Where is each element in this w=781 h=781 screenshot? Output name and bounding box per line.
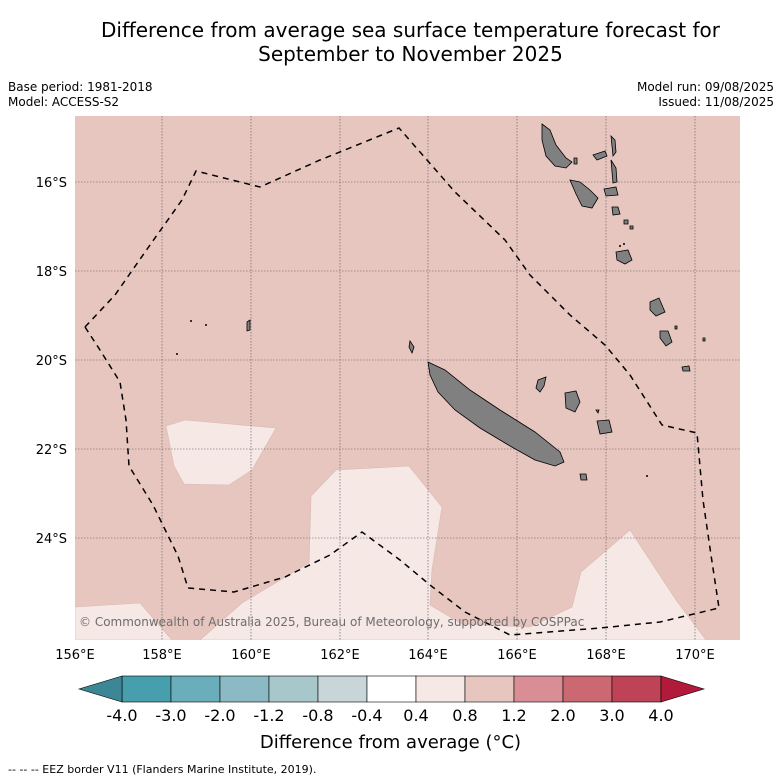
- colorbar-label-2: -2.0: [204, 706, 236, 725]
- lat-tick-labels: 16°S 18°S 20°S 22°S 24°S: [36, 176, 67, 547]
- maewo: [610, 134, 617, 158]
- lon-tick-0: 156°E: [55, 648, 95, 663]
- colorbar-label-8: 1.2: [501, 706, 527, 725]
- lon-tick-4: 164°E: [408, 648, 448, 663]
- colorbar-over-arrow: [660, 675, 706, 703]
- land-masses: [246, 123, 706, 481]
- colorbar-segment-6: [415, 675, 466, 703]
- lat-tick-2: 20°S: [36, 354, 67, 369]
- issued-date: Issued: 11/08/2025: [658, 95, 774, 109]
- lat-tick-1: 18°S: [36, 265, 67, 280]
- colorbar-label-5: -0.4: [351, 706, 383, 725]
- espiritu-santo: [541, 123, 573, 169]
- meta-right: Model run: 09/08/2025 Issued: 11/08/2025: [637, 80, 774, 110]
- epi-island: [611, 206, 621, 216]
- colorbar-segment-1: [170, 675, 221, 703]
- map-title: Difference from average sea surface temp…: [0, 18, 781, 66]
- belep-islands: [408, 339, 415, 355]
- colorbar-segment-3: [268, 675, 319, 703]
- lon-tick-3: 162°E: [320, 648, 360, 663]
- colorbar-segment-4: [317, 675, 368, 703]
- base-period: Base period: 1981-2018: [8, 80, 153, 94]
- gridlines: [75, 116, 740, 640]
- tiga: [595, 409, 600, 414]
- tanna: [659, 330, 673, 347]
- lon-tick-1: 158°E: [142, 648, 182, 663]
- ambae: [592, 150, 608, 161]
- colorbar-label-10: 3.0: [599, 706, 625, 725]
- colorbar-segment-0: [121, 675, 172, 703]
- lat-tick-4: 24°S: [36, 532, 67, 547]
- colorbar-segment-7: [464, 675, 515, 703]
- futuna-vanuatu: [702, 337, 706, 342]
- meta-left: Base period: 1981-2018 Model: ACCESS-S2: [8, 80, 153, 110]
- title-line-2: September to November 2025: [258, 42, 563, 66]
- aniwa: [674, 325, 678, 330]
- eez-footnote: -- -- -- EEZ border V11 (Flanders Marine…: [8, 763, 317, 776]
- lon-tick-7: 170°E: [675, 648, 715, 663]
- lifou: [564, 390, 581, 413]
- colorbar-label-1: -3.0: [155, 706, 187, 725]
- colorbar-label-4: -0.8: [302, 706, 334, 725]
- efate: [615, 249, 633, 265]
- colorbar-segment-9: [562, 675, 613, 703]
- lon-tick-6: 168°E: [586, 648, 626, 663]
- mare: [596, 419, 613, 435]
- malekula: [569, 179, 599, 209]
- anomaly-region-west: [165, 419, 277, 486]
- model-name: Model: ACCESS-S2: [8, 95, 120, 109]
- ambrym: [603, 186, 619, 197]
- lon-tick-5: 166°E: [497, 648, 537, 663]
- colorbar-title: Difference from average (°C): [259, 732, 522, 753]
- malo-island: [573, 157, 578, 165]
- title-line-1: Difference from average sea surface temp…: [100, 18, 720, 42]
- lon-tick-labels: 156°E 158°E 160°E 162°E 164°E 166°E 168°…: [55, 648, 715, 663]
- colorbar-label-0: -4.0: [106, 706, 138, 725]
- shepherd-islands: [623, 219, 634, 230]
- colorbar-label-11: 4.0: [648, 706, 674, 725]
- colorbar-segment-5: [366, 675, 417, 703]
- isle-of-pines: [579, 473, 588, 481]
- copyright-notice: © Commonwealth of Australia 2025, Bureau…: [79, 615, 584, 629]
- colorbar-segment-8: [513, 675, 564, 703]
- model-run: Model run: 09/08/2025: [636, 80, 774, 94]
- colorbar-segment-2: [219, 675, 270, 703]
- colorbar-label-9: 2.0: [550, 706, 576, 725]
- lat-tick-3: 22°S: [36, 443, 67, 458]
- new-caledonia: [427, 361, 565, 467]
- erromango: [649, 297, 666, 317]
- colorbar-label-3: -1.2: [253, 706, 285, 725]
- colorbar: [77, 675, 706, 703]
- pentecost: [610, 159, 618, 184]
- chesterfield-islet: [246, 319, 251, 332]
- eez-border: [84, 127, 720, 636]
- lat-tick-0: 16°S: [36, 176, 67, 191]
- colorbar-under-arrow: [77, 675, 123, 703]
- small-islets: [176, 243, 648, 477]
- colorbar-segment-10: [611, 675, 662, 703]
- aneityum: [681, 365, 691, 372]
- colorbar-label-7: 0.8: [452, 706, 478, 725]
- ouvea: [535, 376, 547, 393]
- lon-tick-2: 160°E: [231, 648, 271, 663]
- colorbar-label-6: 0.4: [403, 706, 429, 725]
